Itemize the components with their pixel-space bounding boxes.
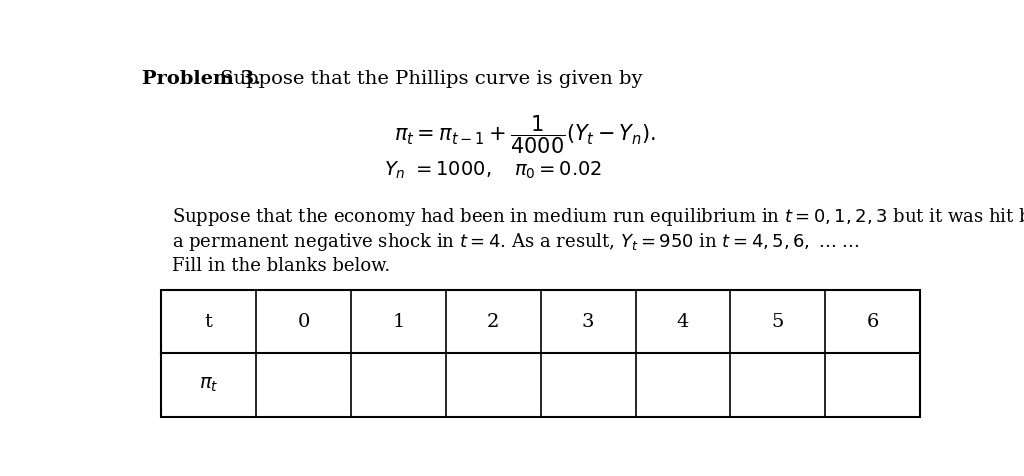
Text: Fill in the blanks below.: Fill in the blanks below. (172, 257, 390, 275)
Text: Suppose that the economy had been in medium run equilibrium in $t = 0, 1, 2, 3$ : Suppose that the economy had been in med… (172, 206, 1024, 228)
Text: 1: 1 (392, 313, 404, 331)
Text: $Y_n\ {=}1000,\quad \pi_0{=}0.02$: $Y_n\ {=}1000,\quad \pi_0{=}0.02$ (384, 160, 602, 181)
Text: Problem 3.: Problem 3. (142, 70, 261, 88)
Text: 4: 4 (677, 313, 689, 331)
Text: 2: 2 (487, 313, 500, 331)
Text: Suppose that the Phillips curve is given by: Suppose that the Phillips curve is given… (214, 70, 642, 88)
Text: 3: 3 (582, 313, 594, 331)
Text: 0: 0 (297, 313, 310, 331)
Text: $\pi_t = \pi_{t-1} + \dfrac{1}{4000}(Y_t - Y_n).$: $\pi_t = \pi_{t-1} + \dfrac{1}{4000}(Y_t… (394, 114, 655, 157)
Text: 6: 6 (866, 313, 879, 331)
Text: t: t (205, 313, 213, 331)
Bar (162, 290, 920, 417)
Text: a permanent negative shock in $t = 4$. As a result, $Y_t = 950$ in $t = 4, 5, 6,: a permanent negative shock in $t = 4$. A… (172, 231, 859, 253)
Text: $\pi_t$: $\pi_t$ (199, 376, 218, 395)
Text: 5: 5 (771, 313, 784, 331)
